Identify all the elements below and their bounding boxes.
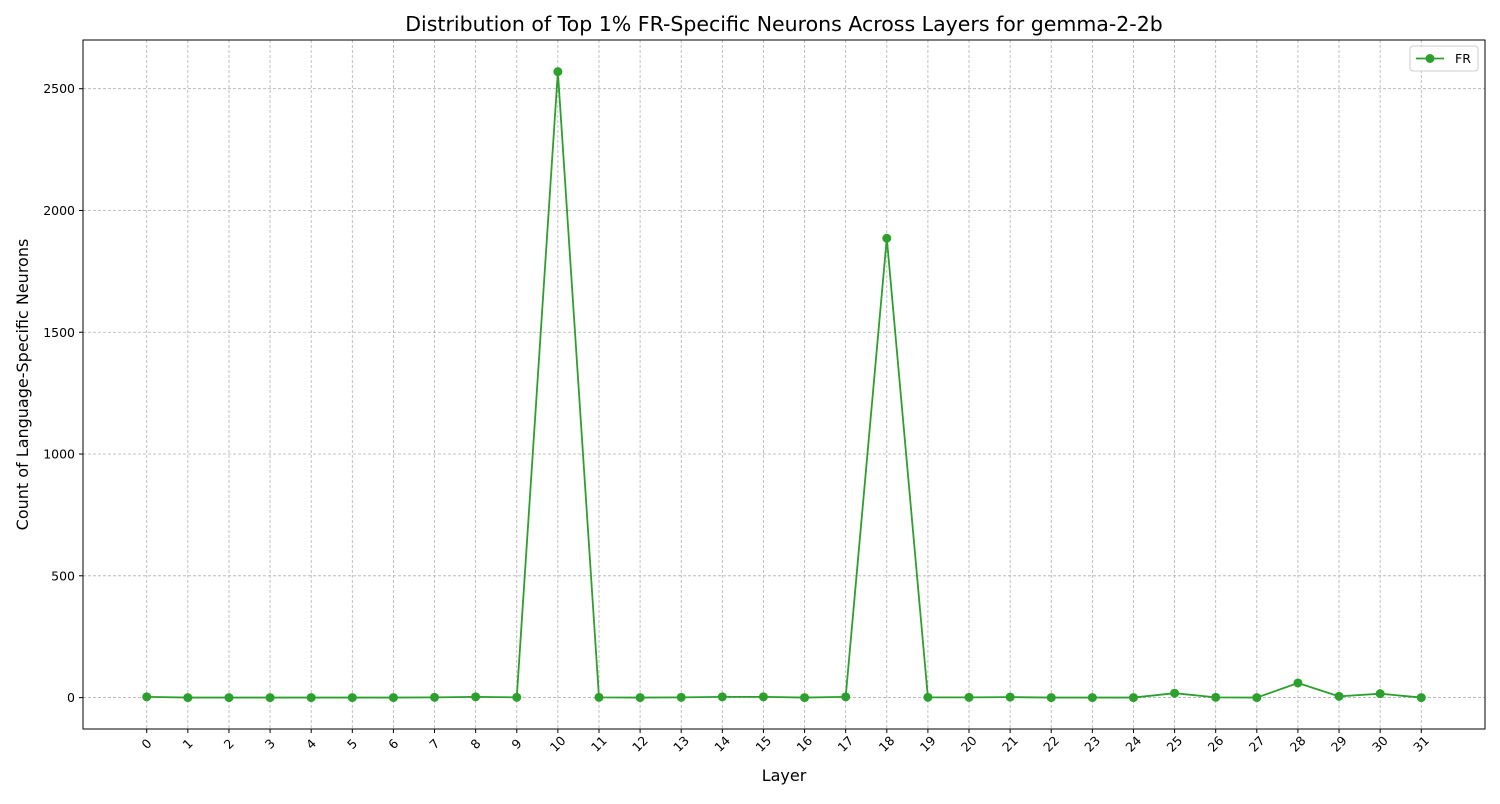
data-point (1170, 688, 1180, 698)
legend-marker-swatch (1425, 54, 1435, 63)
data-point (1087, 693, 1097, 703)
data-point (1046, 693, 1056, 703)
data-point (471, 692, 481, 702)
y-tick-label: 500 (51, 568, 75, 583)
data-point (923, 692, 933, 702)
data-point (841, 692, 851, 702)
data-point (758, 692, 768, 702)
data-point (1211, 692, 1221, 702)
data-point (882, 233, 892, 243)
data-point (800, 693, 810, 703)
y-axis-label: Count of Language-Specific Neurons (13, 239, 32, 531)
series-line-fr (146, 70, 1422, 699)
data-point (1293, 678, 1303, 688)
data-point (388, 693, 398, 703)
data-point (512, 692, 522, 702)
y-tick-label: 1000 (43, 447, 75, 462)
data-point (183, 693, 193, 703)
data-point (1416, 693, 1426, 703)
y-tick-label: 2000 (43, 203, 75, 218)
data-point (553, 67, 563, 77)
data-point (635, 693, 645, 703)
y-tick-label: 0 (67, 690, 75, 705)
data-point (1252, 693, 1262, 703)
legend: FR (1409, 45, 1479, 72)
series-group (142, 67, 1426, 703)
data-point (594, 692, 604, 702)
data-point (265, 693, 275, 703)
data-point (306, 693, 316, 703)
data-point (142, 692, 152, 702)
data-point (717, 692, 727, 702)
data-point (1128, 693, 1138, 703)
data-point (224, 693, 234, 703)
plot-area (82, 39, 1486, 730)
data-point (1005, 692, 1015, 702)
data-point (1375, 689, 1385, 699)
x-axis-label: Layer (762, 766, 807, 785)
y-tick-label: 1500 (43, 325, 75, 340)
data-point (676, 692, 686, 702)
y-tick-label: 2500 (43, 81, 75, 96)
chart-title: Distribution of Top 1% FR-Specific Neuro… (405, 12, 1163, 36)
y-axis-ticks: 0 500 1000 1500 2000 2500 (43, 81, 83, 705)
data-point (347, 693, 357, 703)
data-point (964, 692, 974, 702)
data-point (430, 692, 440, 702)
legend-label-fr: FR (1455, 51, 1471, 66)
data-point (1334, 691, 1344, 701)
